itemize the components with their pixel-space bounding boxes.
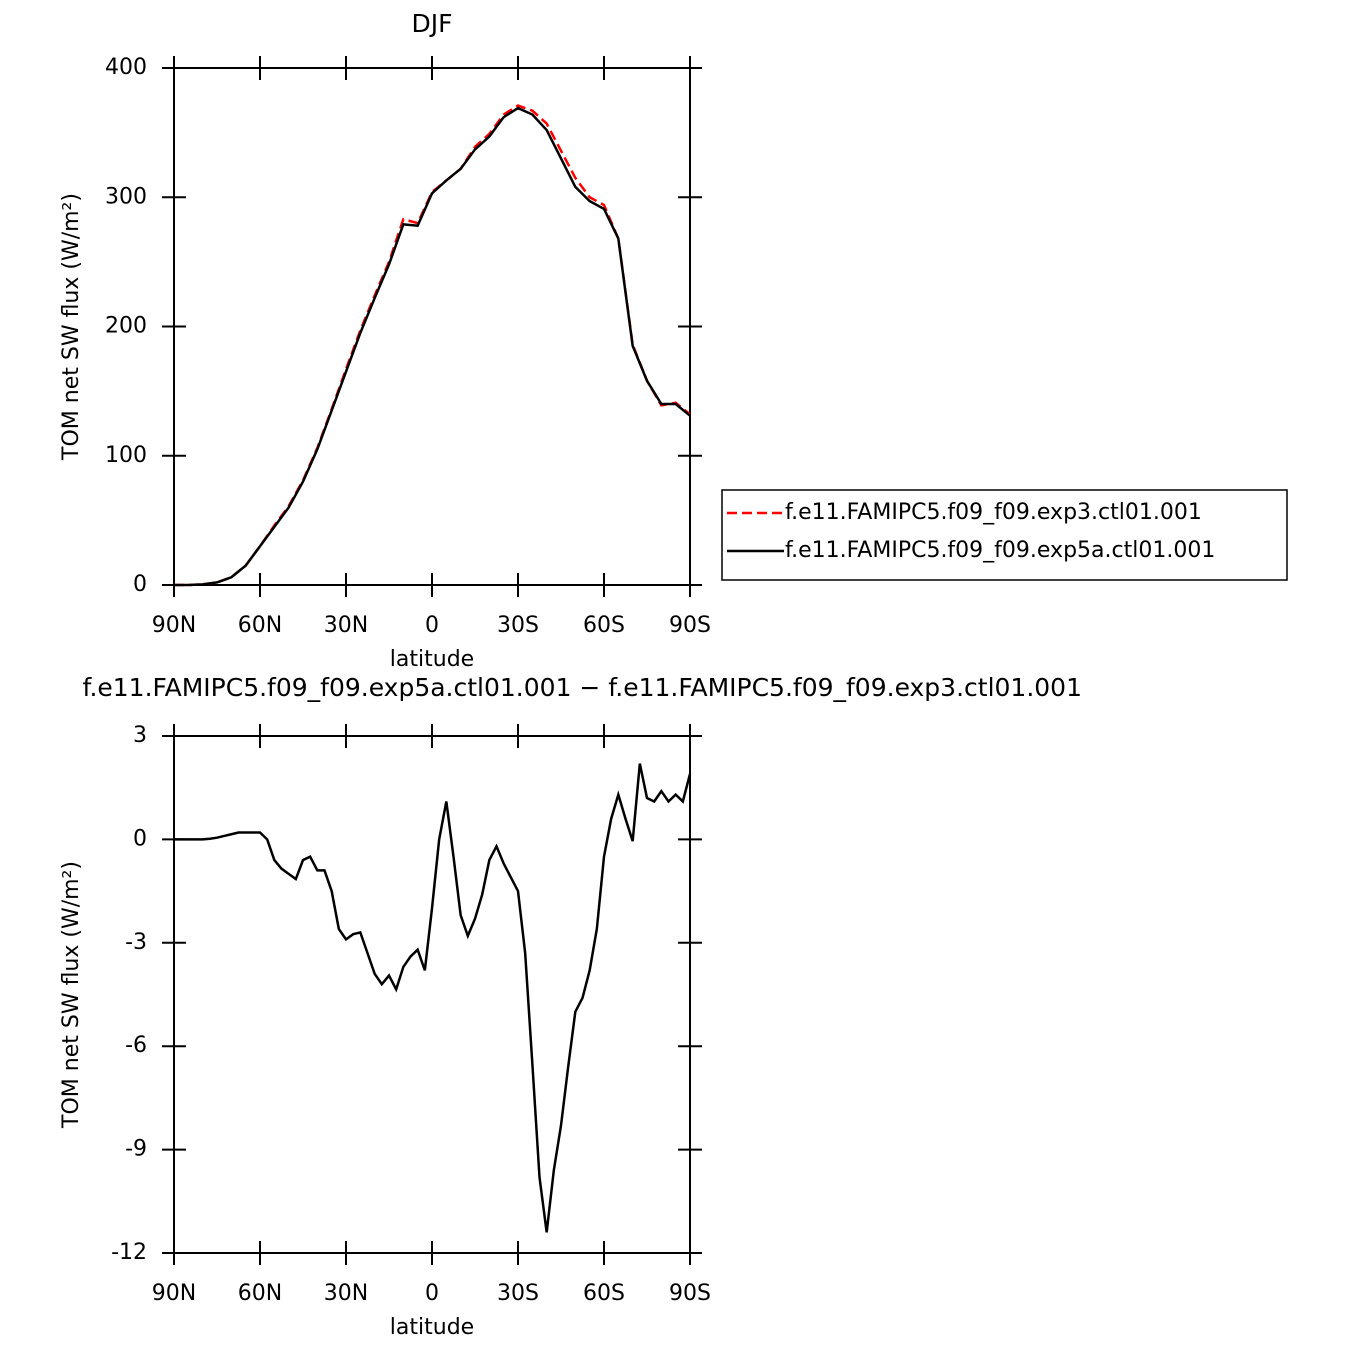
x-tick-label: 90N — [152, 1281, 196, 1306]
data-line — [174, 106, 691, 587]
y-tick-label: -6 — [125, 1033, 147, 1058]
x-tick-label: 90S — [669, 613, 711, 638]
x-tick-label: 60N — [238, 1281, 282, 1306]
y-tick-label: 300 — [105, 184, 147, 209]
plot-frame — [173, 67, 691, 586]
x-tick-label: 0 — [425, 613, 439, 638]
legend-label: f.e11.FAMIPC5.f09_f09.exp3.ctl01.001 — [785, 500, 1202, 525]
y-tick-label: 400 — [105, 55, 147, 80]
y-tick-label: 100 — [105, 443, 147, 468]
y-tick-label: -12 — [111, 1240, 147, 1265]
chart-title: DJF — [411, 9, 452, 38]
x-tick-label: 60S — [583, 613, 625, 638]
x-tick-label: 0 — [425, 1281, 439, 1306]
x-tick-label: 30N — [324, 613, 368, 638]
y-axis-label: TOM net SW flux (W/m²) — [59, 861, 84, 1129]
y-tick-label: 0 — [133, 572, 147, 597]
x-tick-label: 90N — [152, 613, 196, 638]
data-line — [174, 763, 692, 1233]
y-tick-label: 200 — [105, 314, 147, 339]
chart-title: f.e11.FAMIPC5.f09_f09.exp5a.ctl01.001 − … — [82, 673, 1082, 702]
x-tick-label: 60S — [583, 1281, 625, 1306]
y-tick-label: 0 — [133, 826, 147, 851]
y-tick-label: -3 — [125, 930, 147, 955]
x-tick-label: 30S — [497, 613, 539, 638]
x-axis-label: latitude — [390, 647, 474, 672]
y-tick-label: -9 — [125, 1137, 147, 1162]
legend-label: f.e11.FAMIPC5.f09_f09.exp5a.ctl01.001 — [785, 538, 1215, 563]
x-axis-label: latitude — [390, 1315, 474, 1340]
x-tick-label: 30N — [324, 1281, 368, 1306]
plot-frame — [173, 735, 691, 1254]
y-axis-label: TOM net SW flux (W/m²) — [59, 193, 84, 461]
x-tick-label: 30S — [497, 1281, 539, 1306]
legend-box — [721, 489, 1288, 581]
x-tick-label: 90S — [669, 1281, 711, 1306]
x-tick-label: 60N — [238, 613, 282, 638]
y-tick-label: 3 — [133, 723, 147, 748]
data-line — [174, 104, 691, 587]
